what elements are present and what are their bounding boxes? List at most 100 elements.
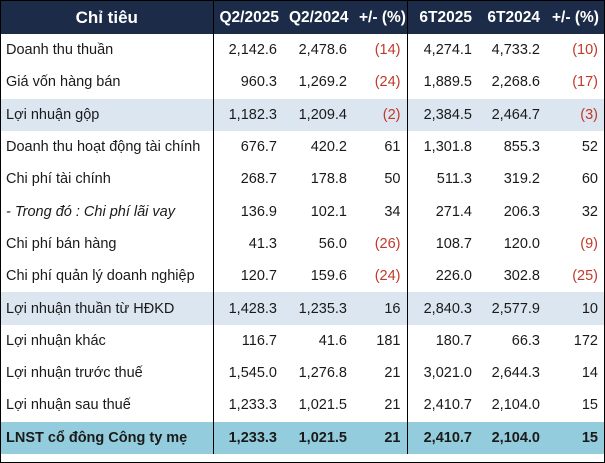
change-half: 15 bbox=[581, 397, 598, 414]
change-half: (25) bbox=[572, 268, 598, 285]
value-q2-2024: 1,021.5 bbox=[283, 421, 353, 454]
value-6t2025: 1,889.5 bbox=[406, 66, 478, 99]
value-q2-2025: 676.7 bbox=[212, 130, 283, 164]
value-q2-2025: 1,182.3 bbox=[212, 98, 283, 131]
header-row: Chỉ tiêu Q2/2025 Q2/2024 +/- (%) 6T2025 … bbox=[1, 1, 604, 34]
value-6t2025: 4,274.1 bbox=[406, 34, 478, 67]
value-6t2025: 226.0 bbox=[406, 260, 478, 293]
change-quarter: (2) bbox=[353, 98, 407, 131]
header-6t2024: 6T2024 bbox=[478, 1, 546, 34]
change-half: 52 bbox=[581, 139, 598, 156]
change-half: (9) bbox=[580, 235, 598, 252]
change-half: 32 bbox=[581, 203, 598, 220]
value-6t2025: 2,410.7 bbox=[406, 421, 478, 454]
value-q2-2025: 268.7 bbox=[212, 163, 283, 196]
change-quarter: (24) bbox=[374, 74, 401, 91]
row-label: Chi phí bán hàng bbox=[6, 235, 117, 252]
value-6t2024: 66.3 bbox=[511, 332, 540, 349]
value-6t2025: 1,301.8 bbox=[406, 130, 478, 164]
row-label: Chi phí quản lý doanh nghiệp bbox=[6, 268, 195, 285]
income-statement-table: Chỉ tiêu Q2/2025 Q2/2024 +/- (%) 6T2025 … bbox=[1, 1, 605, 454]
table-row: Doanh thu thuần 2,142.6 2,478.6 (14) 4,274.1… bbox=[1, 34, 604, 67]
change-quarter: 21 bbox=[353, 421, 407, 454]
row-label: Lợi nhuận thuần từ HĐKD bbox=[1, 292, 213, 325]
value-q2-2025: 1,233.3 bbox=[212, 421, 283, 454]
table-row: Lợi nhuận trước thuế 1,545.0 1,276.8 21 3,02… bbox=[1, 356, 604, 390]
header-6t2025: 6T2025 bbox=[406, 1, 478, 34]
change-quarter: 50 bbox=[384, 171, 401, 188]
table-row: Giá vốn hàng bán 960.3 1,269.2 (24) 1,889.5 2… bbox=[1, 66, 604, 99]
value-q2-2024: 1,209.4 bbox=[283, 98, 353, 131]
value-6t2025: 2,840.3 bbox=[406, 292, 478, 325]
change-half: (3) bbox=[546, 98, 604, 131]
row-label: Lợi nhuận gộp bbox=[1, 98, 213, 131]
change-half: 60 bbox=[581, 171, 598, 188]
table-row: Lợi nhuận khác 116.7 41.6 181 180.7 66.3 172 bbox=[1, 324, 604, 357]
change-quarter: 61 bbox=[384, 139, 401, 156]
change-quarter: 16 bbox=[353, 292, 407, 325]
change-quarter: 181 bbox=[376, 332, 401, 349]
change-quarter: 34 bbox=[384, 203, 401, 220]
value-6t2025: 2,410.7 bbox=[406, 389, 478, 422]
value-6t2024: 855.3 bbox=[503, 139, 540, 156]
table-row: - Trong đó : Chi phí lãi vay 136.9 102.1 34… bbox=[1, 195, 604, 228]
change-half: (17) bbox=[572, 74, 598, 91]
change-quarter: (26) bbox=[374, 235, 401, 252]
header-half-change: +/- (%) bbox=[546, 1, 604, 34]
table-row: Lợi nhuận gộp 1,182.3 1,209.4 (2) 2,384.5 2,4… bbox=[1, 98, 604, 131]
value-q2-2025: 41.3 bbox=[212, 227, 283, 261]
value-q2-2024: 1,021.5 bbox=[298, 397, 347, 414]
value-6t2024: 2,104.0 bbox=[491, 397, 540, 414]
value-q2-2024: 178.8 bbox=[310, 171, 347, 188]
value-6t2024: 4,733.2 bbox=[491, 42, 540, 59]
table-row: Lợi nhuận thuần từ HĐKD 1,428.3 1,235.3 16 2… bbox=[1, 292, 604, 325]
row-label: - Trong đó : Chi phí lãi vay bbox=[6, 203, 175, 220]
value-q2-2024: 420.2 bbox=[310, 139, 347, 156]
row-label: Doanh thu thuần bbox=[6, 42, 114, 59]
table-row: LNST cổ đông Công ty mẹ 1,233.3 1,021.5 21 2… bbox=[1, 421, 604, 454]
value-6t2025: 271.4 bbox=[406, 195, 478, 228]
table-row: Lợi nhuận sau thuế 1,233.3 1,021.5 21 2,410.… bbox=[1, 389, 604, 422]
row-label: Chi phí tài chính bbox=[6, 171, 111, 188]
table-row: Chi phí quản lý doanh nghiệp 120.7 159.6 (2… bbox=[1, 260, 604, 293]
change-quarter: (24) bbox=[374, 268, 401, 285]
value-q2-2025: 136.9 bbox=[212, 195, 283, 228]
value-q2-2024: 159.6 bbox=[310, 268, 347, 285]
row-label: Lợi nhuận khác bbox=[6, 332, 106, 349]
row-label: Giá vốn hàng bán bbox=[6, 74, 121, 91]
value-6t2024: 206.3 bbox=[503, 203, 540, 220]
value-q2-2024: 1,269.2 bbox=[298, 74, 347, 91]
change-half: 15 bbox=[546, 421, 604, 454]
header-q2-2025: Q2/2025 bbox=[212, 1, 283, 34]
change-half: 10 bbox=[546, 292, 604, 325]
value-6t2024: 2,644.3 bbox=[491, 365, 540, 382]
value-q2-2024: 41.6 bbox=[318, 332, 347, 349]
value-6t2024: 120.0 bbox=[503, 235, 540, 252]
value-6t2024: 2,464.7 bbox=[478, 98, 546, 131]
row-label: LNST cổ đông Công ty mẹ bbox=[1, 421, 213, 454]
change-half: 14 bbox=[581, 365, 598, 382]
value-6t2025: 180.7 bbox=[406, 324, 478, 357]
header-quarter-change: +/- (%) bbox=[353, 1, 407, 34]
table-row: Chi phí tài chính 268.7 178.8 50 511.3 319.2 6… bbox=[1, 163, 604, 196]
value-q2-2025: 1,233.3 bbox=[212, 389, 283, 422]
table-row: Chi phí bán hàng 41.3 56.0 (26) 108.7 120.0 (9… bbox=[1, 227, 604, 261]
value-q2-2025: 1,428.3 bbox=[212, 292, 283, 325]
row-label: Lợi nhuận trước thuế bbox=[6, 365, 143, 382]
header-indicator: Chỉ tiêu bbox=[1, 1, 213, 34]
row-label: Doanh thu hoạt động tài chính bbox=[6, 139, 201, 156]
value-6t2025: 3,021.0 bbox=[406, 356, 478, 390]
value-q2-2025: 1,545.0 bbox=[212, 356, 283, 390]
value-6t2025: 2,384.5 bbox=[406, 98, 478, 131]
value-q2-2025: 2,142.6 bbox=[212, 34, 283, 67]
value-q2-2024: 56.0 bbox=[318, 235, 347, 252]
change-half: 172 bbox=[573, 332, 598, 349]
value-q2-2024: 102.1 bbox=[310, 203, 347, 220]
header-q2-2024: Q2/2024 bbox=[283, 1, 353, 34]
change-half: (10) bbox=[572, 42, 598, 59]
change-quarter: 21 bbox=[384, 397, 401, 414]
value-q2-2025: 116.7 bbox=[212, 324, 283, 357]
value-q2-2024: 2,478.6 bbox=[298, 42, 347, 59]
row-label: Lợi nhuận sau thuế bbox=[6, 397, 131, 414]
